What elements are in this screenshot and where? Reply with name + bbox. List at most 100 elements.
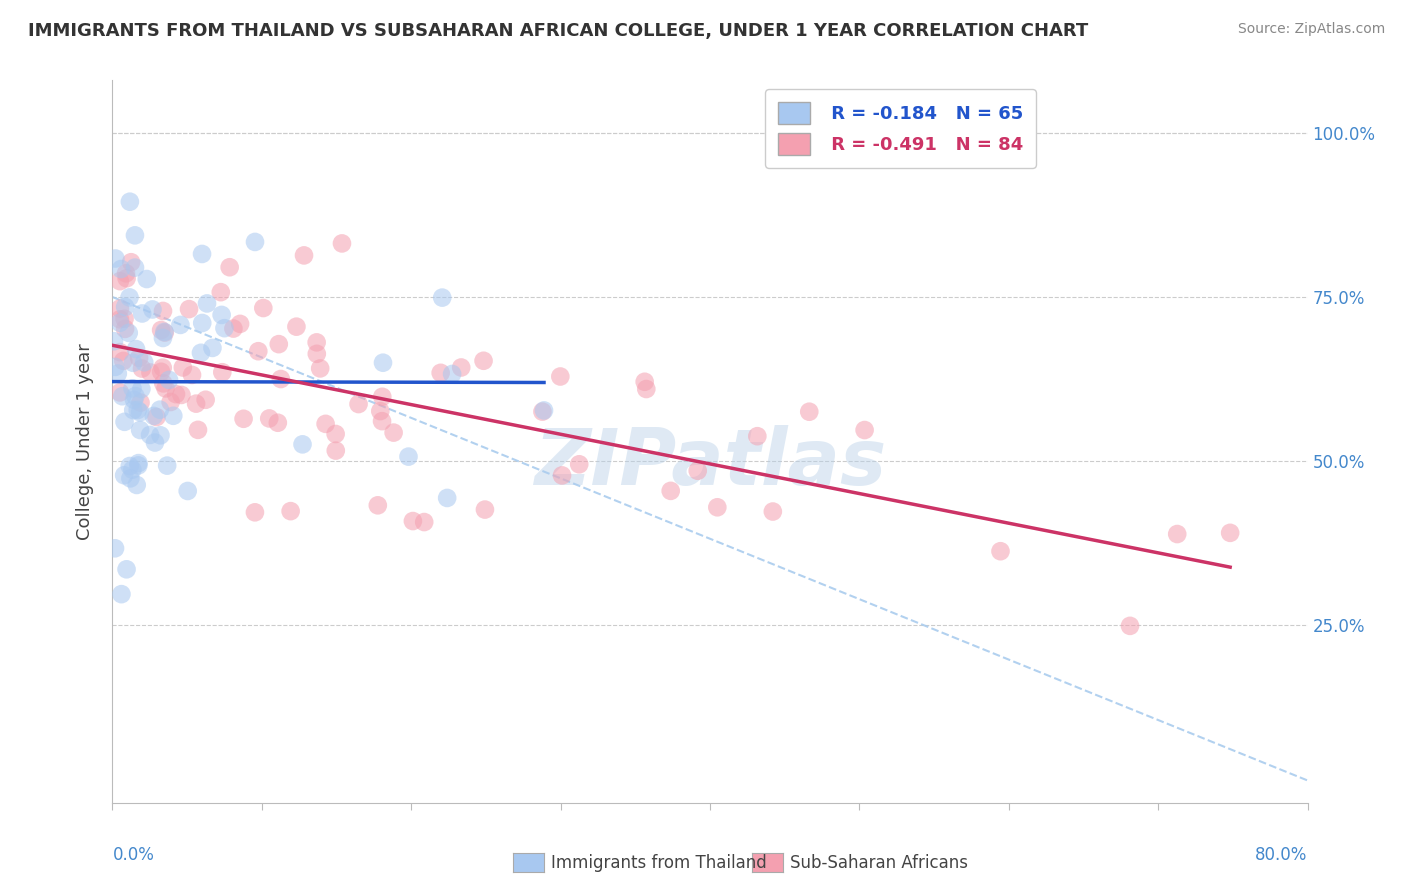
Point [150,365,173,379]
Point [181,368,204,382]
Point [122,403,145,417]
Point [432,291,454,305]
Point [686,464,709,478]
Point [115,271,138,285]
Point [190,346,212,360]
Text: IMMIGRANTS FROM THAILAND VS SUBSAHARAN AFRICAN COLLEGE, UNDER 1 YEAR CORRELATION: IMMIGRANTS FROM THAILAND VS SUBSAHARAN A… [28,22,1088,40]
Point [104,541,127,556]
Point [853,423,876,437]
Point [103,334,125,349]
Point [214,321,236,335]
Point [104,252,127,266]
Point [131,382,153,396]
Point [152,304,174,318]
Point [114,415,136,429]
Point [125,342,148,356]
Point [441,367,464,381]
Point [127,403,149,417]
Point [270,372,292,386]
Point [218,260,240,275]
Point [209,285,232,300]
Point [211,365,233,379]
Text: Source: ZipAtlas.com: Source: ZipAtlas.com [1237,22,1385,37]
Point [436,491,458,505]
Point [1219,525,1241,540]
Point [108,385,131,400]
Point [107,367,129,381]
Point [568,457,591,471]
Point [124,260,146,275]
Point [169,318,191,332]
Point [128,351,150,365]
Point [309,361,332,376]
Y-axis label: College, Under 1 year: College, Under 1 year [76,343,94,540]
Point [156,458,179,473]
Point [191,247,214,261]
Point [243,505,266,519]
Point [152,376,174,391]
Text: Immigrants from Thailand: Immigrants from Thailand [551,854,766,871]
Point [139,366,162,380]
Point [149,428,172,442]
Point [157,373,180,387]
Point [165,387,187,401]
Point [413,515,436,529]
Point [659,483,682,498]
Point [201,341,224,355]
Point [267,337,290,351]
Point [1166,527,1188,541]
Point [159,395,181,409]
Point [142,409,165,423]
Point [162,409,184,423]
Point [108,316,131,330]
Point [139,428,162,442]
Point [118,458,141,473]
Point [114,300,136,314]
Point [472,353,495,368]
Point [247,344,270,359]
Point [108,274,131,288]
Point [305,335,328,350]
Point [382,425,405,440]
Point [429,366,451,380]
Point [368,404,391,418]
Point [108,345,131,359]
Point [325,427,347,442]
Point [187,423,209,437]
Point [115,562,138,576]
Point [127,458,149,473]
Point [315,417,337,431]
Point [1119,619,1142,633]
Point [474,502,496,516]
Point [141,302,163,317]
Point [134,355,156,369]
Point [634,375,657,389]
Point [371,414,394,428]
Text: ZIPatlas: ZIPatlas [534,425,886,501]
Point [110,262,132,277]
Point [259,411,281,425]
Point [195,296,218,310]
Point [122,356,145,370]
Point [194,392,217,407]
Point [118,194,141,209]
Point [531,404,554,418]
Point [145,410,167,425]
Point [177,483,200,498]
Point [152,360,174,375]
Point [292,248,315,262]
Text: 80.0%: 80.0% [1256,847,1308,864]
Point [129,395,152,409]
Point [398,450,420,464]
Point [124,228,146,243]
Point [285,319,308,334]
Point [122,392,145,407]
Point [280,504,302,518]
Point [108,312,131,326]
Point [211,308,233,322]
Point [153,326,176,340]
Point [135,272,157,286]
Point [762,504,785,518]
Point [291,437,314,451]
Point [172,360,194,375]
